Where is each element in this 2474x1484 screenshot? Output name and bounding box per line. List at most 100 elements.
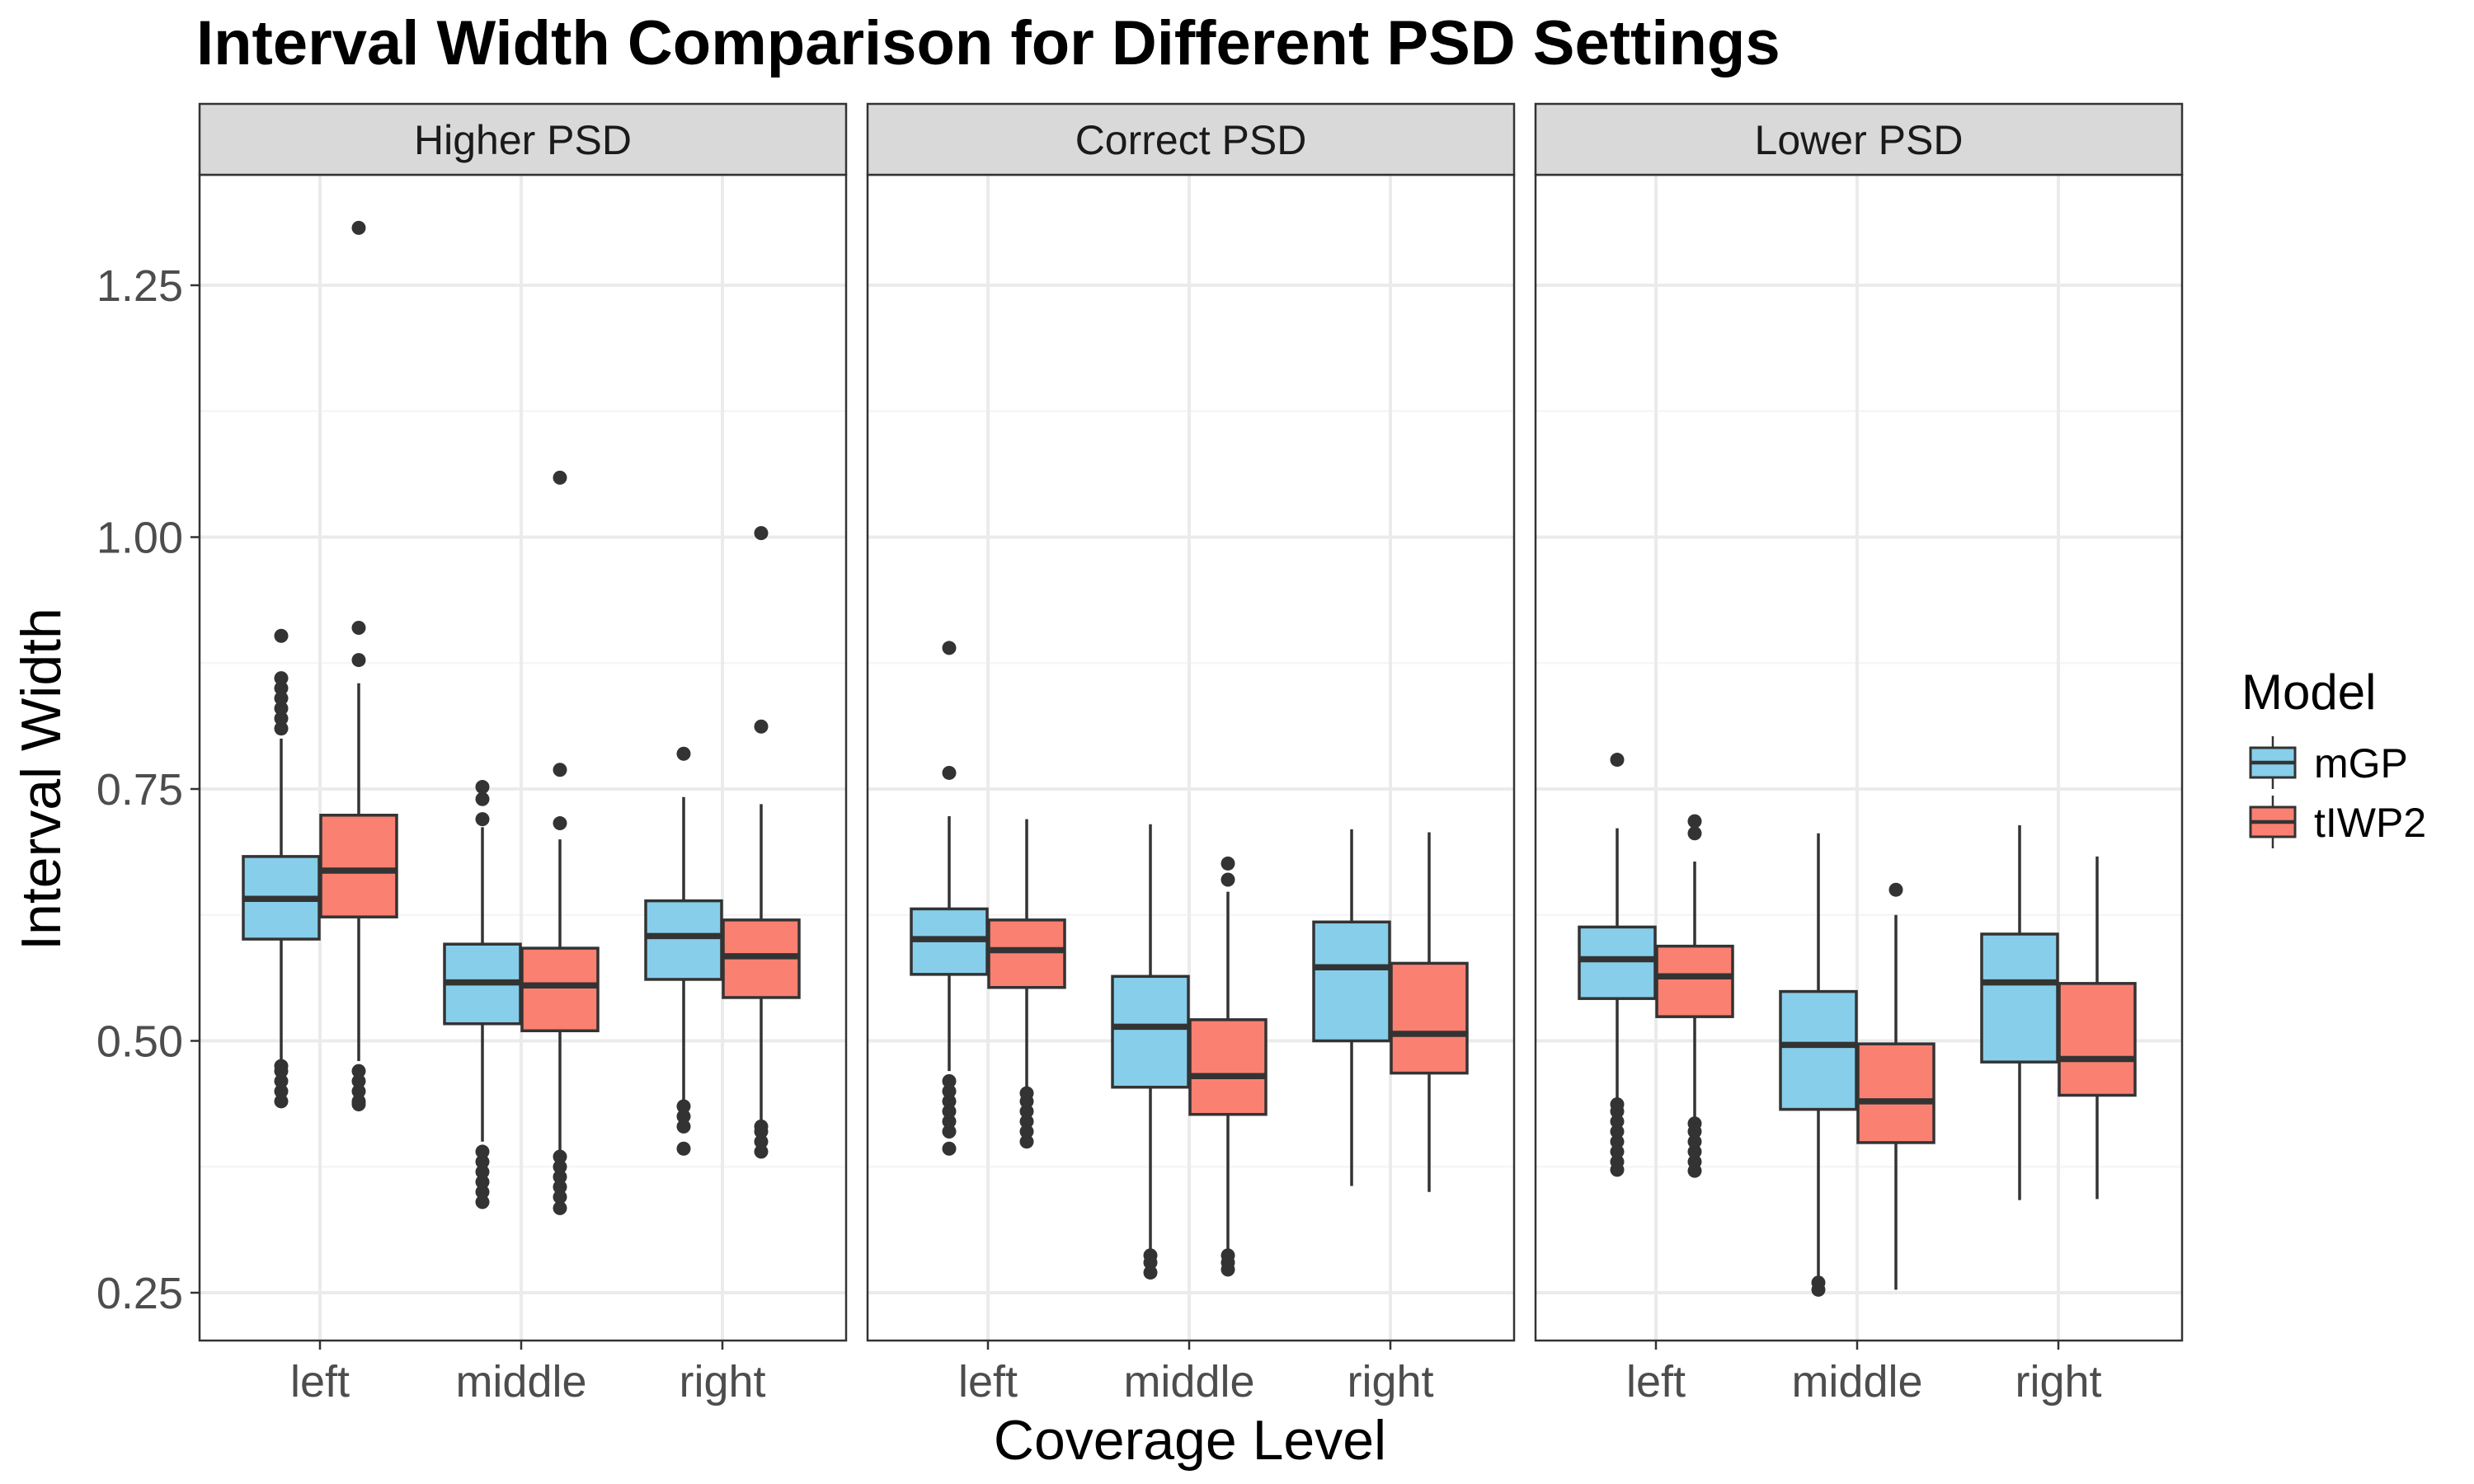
x-tick-label: left	[290, 1357, 350, 1407]
x-tick-label: left	[958, 1357, 1018, 1407]
outlier-point	[475, 1175, 490, 1190]
y-tick-label: 1.00	[96, 514, 183, 563]
outlier-point	[1888, 882, 1903, 897]
x-tick-label: middle	[1123, 1357, 1254, 1407]
box-iqr	[1390, 961, 1469, 1075]
outlier-point	[942, 1114, 957, 1129]
box-iqr	[520, 946, 600, 1033]
outlier-point	[754, 719, 769, 734]
box-left-mGP	[242, 628, 321, 1109]
box-iqr	[319, 814, 398, 918]
box-right-mGP	[644, 746, 723, 1156]
box-middle-tIWP2	[520, 470, 600, 1215]
box-iqr	[2058, 982, 2137, 1097]
outlier-point	[1811, 1275, 1826, 1290]
box-left-mGP	[1578, 753, 1657, 1177]
outlier-point	[1687, 1134, 1702, 1149]
outlier-point	[553, 1190, 567, 1205]
x-tick-label: middle	[1791, 1357, 1922, 1407]
box-middle-mGP	[443, 780, 522, 1209]
outlier-point	[942, 1124, 957, 1139]
box-iqr	[1779, 989, 1858, 1111]
legend-item-mGP: mGP	[2249, 736, 2408, 789]
outlier-point	[274, 711, 289, 726]
outlier-point	[942, 1073, 957, 1088]
outlier-point	[274, 1094, 289, 1109]
outlier-point	[274, 1084, 289, 1099]
box-iqr	[1980, 932, 2059, 1064]
facet-strip	[866, 102, 1516, 176]
box-left-mGP	[910, 641, 989, 1156]
box-left-tIWP2	[319, 220, 398, 1111]
outlier-point	[942, 641, 957, 655]
box-iqr	[1188, 1018, 1268, 1116]
y-axis: 0.25 0.50 0.75 1.00 1.25	[96, 261, 200, 1318]
outlier-point	[351, 220, 366, 235]
facet-panel-3: Lower PSD left middle right	[1534, 102, 2184, 1407]
x-axis-title: Coverage Level	[994, 1409, 1386, 1472]
outlier-point	[553, 1180, 567, 1195]
outlier-point	[676, 1141, 691, 1156]
x-tick-label: middle	[455, 1357, 586, 1407]
outlier-point	[1143, 1248, 1158, 1263]
facet-strip-label: Lower PSD	[1755, 117, 1964, 163]
facet-strip	[1534, 102, 2184, 176]
outlier-point	[351, 1084, 366, 1099]
outlier-point	[1019, 1086, 1034, 1101]
box-iqr	[1111, 974, 1190, 1089]
outlier-point	[1221, 1248, 1235, 1263]
box-left-tIWP2	[1655, 814, 1734, 1178]
facet-panel-1: Higher PSD left middle right	[198, 102, 848, 1407]
outlier-point	[274, 721, 289, 736]
chart-title: Interval Width Comparison for Different …	[196, 8, 1780, 78]
outlier-point	[475, 791, 490, 806]
legend: Model mGP tIWP2	[2241, 665, 2426, 848]
outlier-point	[1610, 1144, 1625, 1159]
facet-strip-label: Correct PSD	[1075, 117, 1307, 163]
outlier-point	[553, 1159, 567, 1174]
y-tick-label: 0.25	[96, 1269, 183, 1318]
box-iqr	[644, 899, 723, 981]
legend-label: mGP	[2314, 740, 2408, 787]
outlier-point	[676, 746, 691, 761]
outlier-point	[475, 1195, 490, 1209]
outlier-point	[1143, 1266, 1158, 1280]
box-iqr	[987, 918, 1066, 989]
outlier-point	[754, 1134, 769, 1149]
outlier-point	[475, 1185, 490, 1200]
outlier-point	[1019, 1104, 1034, 1119]
outlier-point	[1687, 1154, 1702, 1169]
outlier-point	[1221, 856, 1235, 871]
outlier-point	[553, 1169, 567, 1184]
outlier-point	[274, 628, 289, 643]
outlier-point	[475, 1164, 490, 1179]
outlier-point	[1019, 1114, 1034, 1129]
outlier-point	[942, 1094, 957, 1109]
y-tick-label: 1.25	[96, 261, 183, 311]
outlier-point	[676, 1119, 691, 1134]
outlier-point	[553, 470, 567, 485]
outlier-point	[274, 1059, 289, 1073]
outlier-point	[351, 1094, 366, 1109]
box-middle-tIWP2	[1188, 856, 1268, 1277]
outlier-point	[351, 1064, 366, 1078]
outlier-point	[1610, 1114, 1625, 1129]
outlier-point	[274, 671, 289, 686]
box-right-tIWP2	[722, 526, 801, 1159]
outlier-point	[1687, 1116, 1702, 1131]
outlier-point	[553, 1149, 567, 1164]
outlier-point	[274, 701, 289, 716]
box-iqr	[1578, 925, 1657, 1000]
outlier-point	[1687, 814, 1702, 829]
box-middle-mGP	[1779, 833, 1858, 1297]
outlier-point	[1610, 1097, 1625, 1111]
outlier-point	[754, 1144, 769, 1159]
outlier-point	[942, 765, 957, 780]
outlier-point	[553, 763, 567, 777]
box-right-tIWP2	[2058, 856, 2137, 1200]
x-tick-label: right	[1347, 1357, 1433, 1407]
outlier-point	[1687, 1144, 1702, 1159]
box-right-mGP	[1980, 824, 2059, 1200]
facet-panels: Higher PSD left middle right Correct PSD left…	[198, 102, 2184, 1407]
